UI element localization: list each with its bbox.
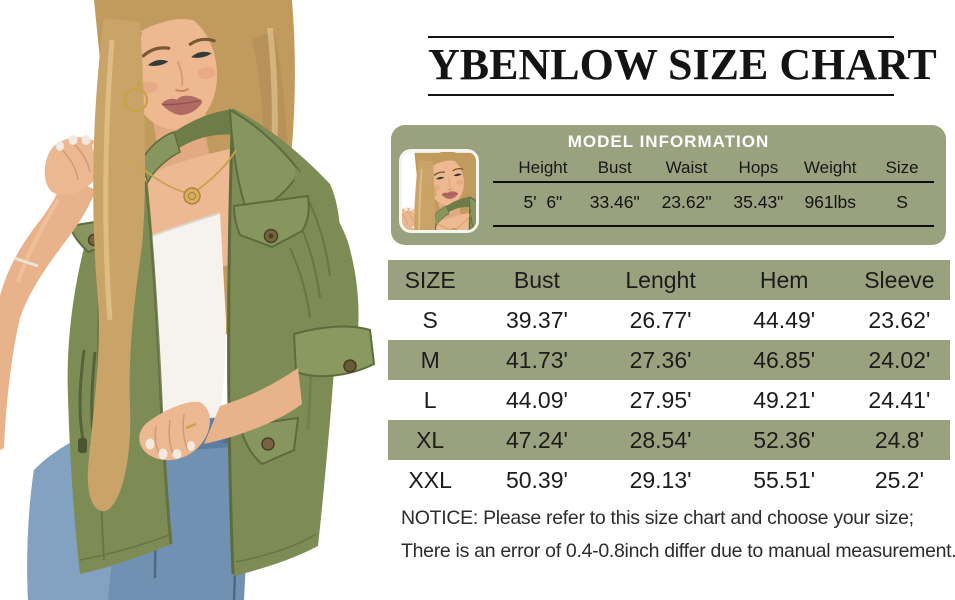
cell: 27.36' (629, 346, 692, 373)
table-row-xxl: XXL 50.39' 29.13' 55.51' 25.2' (388, 460, 950, 500)
cell: 27.95' (629, 386, 692, 413)
cell: 24.02' (868, 346, 931, 373)
model-waist-value: 23.62" (661, 192, 712, 212)
cell: 55.51' (753, 466, 816, 493)
size-col-header: SIZE (404, 266, 456, 293)
table-row-l: L 44.09' 27.95' 49.21' 24.41' (388, 380, 950, 420)
model-illustration (0, 0, 376, 600)
cell: 39.37' (505, 306, 568, 333)
model-hops-value: 35.43" (733, 192, 784, 212)
cell: 44.09' (505, 386, 568, 413)
face (126, 10, 218, 130)
cell: 47.24' (505, 426, 568, 453)
length-col-header: Lenght (625, 266, 696, 293)
table-row-s: S 39.37' 26.77' 44.49' 23.62' (388, 300, 950, 340)
pendant (183, 187, 201, 205)
model-info-header-row: Height Bust Waist Hops Weight Size (507, 158, 938, 178)
chart-panel: YBENLOW SIZE CHART MODEL INFORMATION Hei… (388, 0, 955, 600)
cell: 41.73' (505, 346, 568, 373)
cell: 46.85' (753, 346, 816, 373)
sleeve-col-header: Sleeve (864, 266, 935, 293)
model-bust-value: 33.46" (589, 192, 640, 212)
model-information-box: MODEL INFORMATION Height Bust Waist Hops… (391, 125, 946, 245)
model-photo (0, 0, 390, 600)
model-size-value: S (896, 192, 908, 212)
table-row-xl: XL 47.24' 28.54' 52.36' 24.8' (388, 420, 950, 460)
cell: M (420, 346, 440, 373)
model-col-hops: Hops (738, 158, 779, 177)
hand-at-waist (139, 368, 302, 461)
cell: 23.62' (868, 306, 931, 333)
raised-arm (0, 135, 104, 450)
cell: 49.21' (753, 386, 816, 413)
model-headshot-thumbnail (399, 149, 479, 233)
cell: 52.36' (753, 426, 816, 453)
cell: 24.8' (874, 426, 924, 453)
cell: 28.54' (629, 426, 692, 453)
notice-text: NOTICE: Please refer to this size chart … (401, 507, 955, 562)
cell: 25.2' (874, 466, 924, 493)
divider-line (493, 225, 934, 227)
cuff-button (343, 359, 357, 373)
hoop-earring (123, 87, 149, 113)
cell: 26.77' (629, 306, 692, 333)
bracelet (13, 256, 39, 268)
ring (185, 422, 197, 430)
model-weight-value: 961lbs (804, 192, 857, 212)
size-chart-table: SIZE Bust Lenght Hem Sleeve S 39.37' 26.… (388, 260, 950, 500)
model-col-waist: Waist (665, 158, 708, 177)
size-table-header-row: SIZE Bust Lenght Hem Sleeve (388, 260, 950, 300)
page-title: YBENLOW SIZE CHART (428, 40, 937, 89)
title-rule-box: YBENLOW SIZE CHART (428, 36, 937, 96)
white-camisole (146, 213, 226, 436)
cell: S (422, 306, 438, 333)
cell: XL (416, 426, 445, 453)
cell: XXL (408, 466, 452, 493)
chest-pocket-flap (232, 194, 310, 249)
model-col-size: Size (885, 158, 919, 177)
divider-line (493, 181, 934, 183)
model-info-value-row: 5' 6" 33.46" 23.62" 35.43" 961lbs S (507, 192, 938, 213)
cell: L (423, 386, 437, 413)
model-col-weight: Weight (803, 158, 857, 177)
hair-strand (87, 18, 146, 512)
model-col-height: Height (518, 158, 568, 177)
model-col-bust: Bust (597, 158, 632, 177)
cell: 29.13' (629, 466, 692, 493)
model-information-heading: MODEL INFORMATION (567, 132, 770, 151)
hem-col-header: Hem (759, 266, 809, 293)
cell: 50.39' (505, 466, 568, 493)
cell: 44.49' (753, 306, 816, 333)
bust-col-header: Bust (513, 266, 560, 293)
table-row-m: M 41.73' 27.36' 46.85' 24.02' (388, 340, 950, 380)
model-headshot (402, 152, 476, 230)
cell: 24.41' (868, 386, 931, 413)
model-height-value: 5' 6" (523, 192, 563, 212)
